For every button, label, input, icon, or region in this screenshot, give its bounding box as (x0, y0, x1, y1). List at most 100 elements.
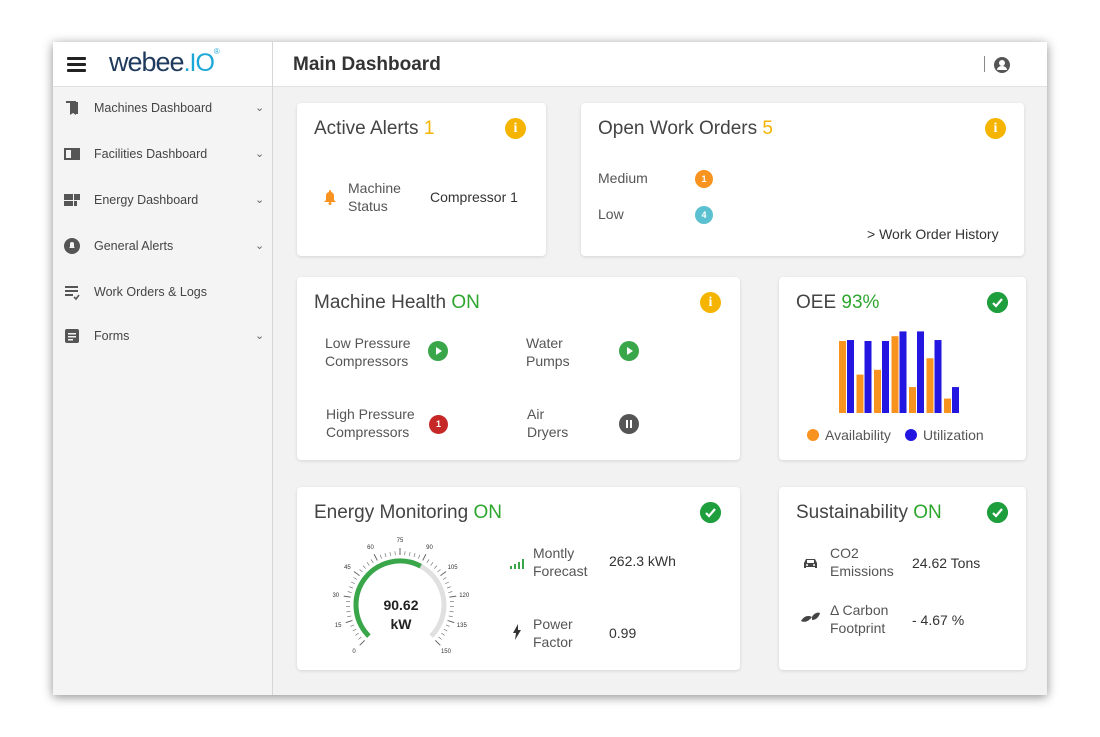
check-icon (987, 502, 1008, 523)
active-alerts-count: 1 (423, 118, 435, 139)
pause-icon[interactable] (619, 414, 639, 434)
gauge-tick-label: 30 (332, 593, 339, 599)
gauge-tick (373, 553, 378, 561)
sidebar-item-work-orders-logs[interactable]: Work Orders & Logs (53, 279, 272, 309)
machine-water-pumps-line2: Pumps (526, 353, 570, 369)
work-order-history-link[interactable]: > Work Order History (867, 226, 999, 242)
info-icon[interactable]: i (985, 118, 1006, 139)
oee-bar-utilization-7 (952, 387, 959, 413)
gauge-tick (353, 577, 358, 580)
gauge-tick (445, 624, 450, 627)
sustainability-card[interactable]: Sustainability ON CO2 Emissions 24.62 To… (779, 487, 1026, 670)
chevron-down-icon: ⌄ (255, 330, 265, 342)
gauge-tick (413, 553, 416, 558)
co2-value: 24.62 Tons (912, 555, 981, 571)
bell-icon (324, 190, 336, 205)
header: Main Dashboard (273, 42, 1047, 87)
gauge-value: 90.62 (383, 597, 419, 613)
energy-status: ON (473, 502, 502, 523)
play-icon[interactable] (428, 341, 448, 361)
header-divider (984, 56, 985, 72)
sidebar: webee.IO® Machines Dashboard ⌄ Facilitie… (53, 42, 273, 695)
gauge-tick (442, 577, 447, 580)
gauge-tick (370, 559, 374, 563)
sidebar-item-machines-dashboard[interactable]: Machines Dashboard ⌄ (53, 95, 272, 125)
gauge-tick-label: 135 (457, 623, 468, 629)
sidebar-item-general-alerts[interactable]: General Alerts ⌄ (53, 233, 272, 263)
gauge-tick (422, 553, 427, 561)
forecast-label-line2: Forecast (533, 563, 588, 579)
energy-title: Energy Monitoring (314, 502, 469, 523)
checklist-icon (65, 286, 80, 301)
info-icon[interactable]: i (700, 292, 721, 313)
machine-hp-compressors-line1: High Pressure (326, 406, 415, 422)
legend-utilization-label: Utilization (923, 427, 984, 443)
page-title: Main Dashboard (293, 54, 441, 75)
machine-air-dryers-line2: Dryers (527, 424, 569, 440)
chevron-down-icon: ⌄ (255, 102, 265, 114)
battery-icon (64, 194, 80, 206)
sidebar-item-label: Work Orders & Logs (94, 285, 208, 299)
gauge-tick (445, 581, 449, 584)
legend-availability-label: Availability (825, 427, 891, 443)
sidebar-item-label: General Alerts (94, 239, 174, 253)
alert-count-badge[interactable]: 1 (429, 415, 448, 434)
app-window: webee.IO® Machines Dashboard ⌄ Facilitie… (53, 42, 1047, 695)
energy-monitoring-card[interactable]: Energy Monitoring ON 0 15 30 45 60 75 90 105 120… (297, 487, 740, 670)
gauge-tick (447, 619, 455, 624)
carbon-label-line2: Footprint (830, 620, 886, 636)
user-account-icon[interactable] (993, 56, 1011, 74)
card-title: OEE 93% (796, 292, 879, 314)
hamburger-menu-icon[interactable] (67, 57, 86, 72)
gauge-tick-label: 15 (335, 623, 342, 629)
sustainability-title: Sustainability (796, 502, 908, 523)
gauge-tick (343, 595, 351, 598)
work-orders-card[interactable]: Open Work Orders 5 i Medium 1 Low 4 > Wo… (581, 103, 1024, 256)
sidebar-item-energy-dashboard[interactable]: Energy Dashboard ⌄ (53, 187, 272, 217)
check-icon (987, 292, 1008, 313)
gauge-tick (355, 632, 359, 636)
oee-bar-availability-4 (891, 336, 899, 413)
gauge-tick-label: 0 (352, 649, 356, 655)
chevron-down-icon: ⌄ (255, 194, 265, 206)
oee-bar-utilization-3 (882, 341, 889, 413)
gauge-fill (353, 558, 422, 638)
gauge-tick (437, 569, 441, 573)
sidebar-item-forms[interactable]: Forms ⌄ (53, 323, 272, 353)
gauge-tick (379, 554, 382, 559)
carbon-value: - 4.67 % (912, 612, 965, 628)
gauge-tick (418, 554, 421, 559)
logo-text: webee (109, 47, 185, 77)
gauge-tick (446, 586, 451, 589)
gauge-tick-label: 60 (367, 545, 374, 551)
logo[interactable]: webee.IO® (109, 47, 220, 78)
gauge-tick (362, 565, 366, 569)
co2-label-line2: Emissions (830, 563, 894, 579)
gauge-tick (449, 610, 454, 613)
sustainability-status: ON (913, 502, 942, 523)
oee-bar-utilization-2 (864, 341, 872, 413)
card-title: Sustainability ON (796, 502, 942, 524)
sidebar-item-facilities-dashboard[interactable]: Facilities Dashboard ⌄ (53, 141, 272, 171)
gauge-tick-label: 120 (459, 593, 470, 599)
play-icon[interactable] (619, 341, 639, 361)
gauge-tick (359, 569, 363, 573)
machine-hp-compressors-line2: Compressors (326, 424, 410, 440)
power-factor-label-line1: Power (533, 616, 573, 632)
machine-health-card[interactable]: Machine Health ON i Low Pressure Compres… (297, 277, 740, 460)
gauge-tick (443, 628, 448, 632)
machine-water-pumps-line1: Water (526, 335, 563, 351)
gauge-tick (409, 551, 411, 556)
gauge-tick (438, 636, 442, 640)
gauge-tick-label: 105 (448, 565, 459, 571)
active-alerts-card[interactable]: Active Alerts 1 i Machine Status Compres… (297, 103, 546, 256)
gauge-tick (345, 619, 353, 624)
info-icon[interactable]: i (505, 118, 526, 139)
gauge-tick (359, 640, 365, 646)
sidebar-item-label: Forms (94, 329, 130, 343)
oee-card[interactable]: OEE 93% Availability Utilization (779, 277, 1026, 460)
co2-label-line1: CO2 (830, 545, 859, 561)
logo-suffix: .IO (183, 49, 215, 77)
oee-bar-availability-7 (944, 398, 951, 413)
power-factor-label-line2: Factor (533, 634, 573, 650)
